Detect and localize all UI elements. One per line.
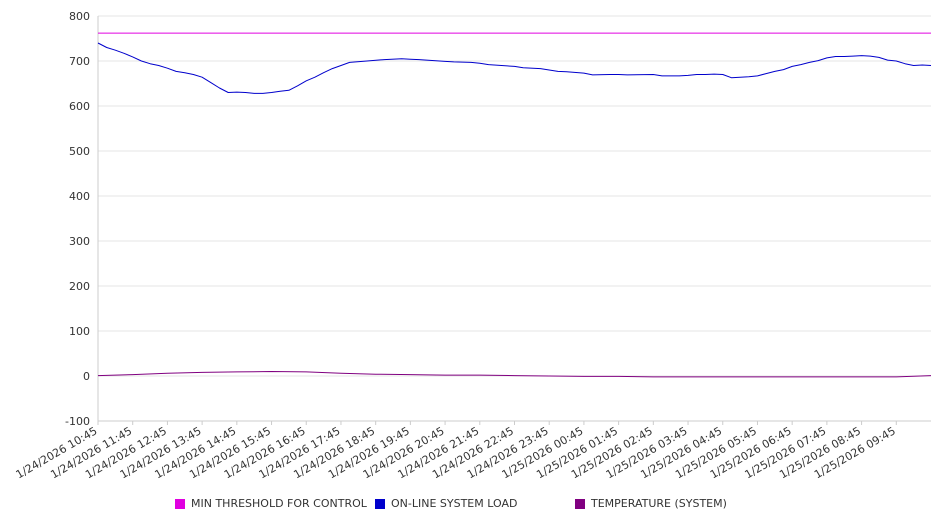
y-tick-label: 300	[69, 235, 90, 248]
y-tick-label: 0	[83, 370, 90, 383]
legend-label-min-threshold: MIN THRESHOLD FOR CONTROL	[191, 497, 367, 510]
y-tick-label: 500	[69, 145, 90, 158]
series-line-on-line-system-load	[97, 42, 932, 94]
y-tick-label: -100	[65, 415, 90, 428]
legend: MIN THRESHOLD FOR CONTROL ON-LINE SYSTEM…	[0, 497, 946, 515]
legend-label-temperature: TEMPERATURE (SYSTEM)	[591, 497, 727, 510]
legend-swatch-system-load	[375, 498, 385, 509]
grid-lines	[98, 15, 931, 377]
y-tick-label: 400	[69, 190, 90, 203]
legend-item-min-threshold: MIN THRESHOLD FOR CONTROL	[175, 497, 367, 510]
x-axis-ticks: 1/24/2026 10:451/24/2026 11:451/24/2026 …	[14, 421, 898, 481]
y-tick-label: 800	[69, 10, 90, 23]
legend-label-system-load: ON-LINE SYSTEM LOAD	[391, 497, 518, 510]
series-line-temperature-system	[97, 371, 932, 378]
legend-swatch-temperature	[575, 498, 585, 509]
axes	[97, 16, 931, 422]
y-tick-label: 700	[69, 55, 90, 68]
y-tick-label: 600	[69, 100, 90, 113]
legend-swatch-min-threshold	[175, 498, 185, 509]
y-tick-label: 100	[69, 325, 90, 338]
y-axis-ticks: -100 0 100 200 300 400 500 600 700 800	[65, 10, 90, 428]
series-lines	[97, 32, 932, 378]
y-tick-label: 200	[69, 280, 90, 293]
legend-item-system-load: ON-LINE SYSTEM LOAD	[375, 497, 517, 510]
legend-item-temperature: TEMPERATURE (SYSTEM)	[575, 497, 727, 510]
